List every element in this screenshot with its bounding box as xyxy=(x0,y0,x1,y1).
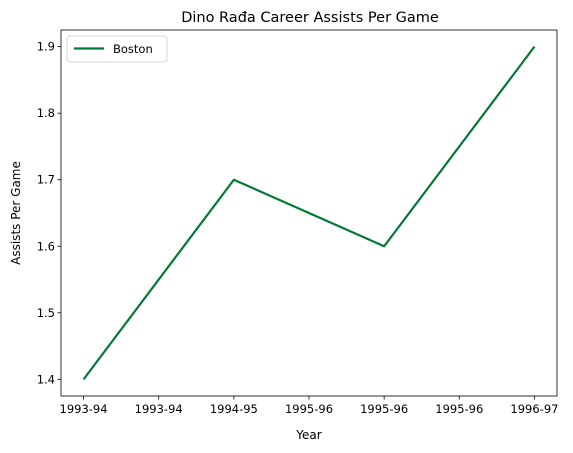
series-line-boston xyxy=(82,45,536,381)
x-tick-label: 1993-94 xyxy=(60,402,108,416)
legend: Boston xyxy=(66,35,168,63)
chart-title: Dino Rađa Career Assists Per Game xyxy=(181,10,439,26)
y-tick-label: 1.6 xyxy=(37,239,55,253)
x-axis-label: Year xyxy=(295,428,321,442)
x-tick-label: 1994-95 xyxy=(210,402,258,416)
y-tick-label: 1.8 xyxy=(37,106,55,120)
x-tick-label: 1996-97 xyxy=(510,402,558,416)
legend-box xyxy=(66,35,168,63)
y-tick-label: 1.9 xyxy=(37,40,55,54)
y-tick-label: 1.5 xyxy=(37,306,55,320)
x-tick-label: 1995-96 xyxy=(360,402,408,416)
series-layer xyxy=(82,45,536,381)
x-tick-label: 1993-94 xyxy=(135,402,183,416)
x-axis-ticks: 1993-94 1993-94 1994-95 1995-96 1995-96 1995-… xyxy=(60,396,558,416)
y-tick-label: 1.7 xyxy=(37,173,55,187)
y-tick-label: 1.4 xyxy=(37,372,55,386)
x-tick-label: 1995-96 xyxy=(285,402,333,416)
x-tick-label: 1995-96 xyxy=(435,402,483,416)
y-axis-ticks: 1.4 1.5 1.6 1.7 1.8 1.9 xyxy=(37,40,61,386)
legend-label-boston: Boston xyxy=(113,42,153,56)
y-axis-label: Assists Per Game xyxy=(9,161,23,265)
plot-frame xyxy=(60,29,558,397)
